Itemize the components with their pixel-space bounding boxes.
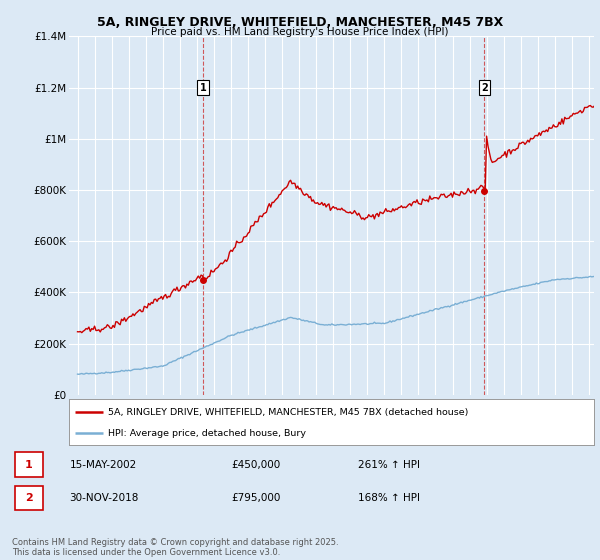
Text: £795,000: £795,000 xyxy=(231,493,280,503)
Text: 2: 2 xyxy=(25,493,32,503)
Text: 261% ↑ HPI: 261% ↑ HPI xyxy=(358,460,419,469)
Text: Price paid vs. HM Land Registry's House Price Index (HPI): Price paid vs. HM Land Registry's House … xyxy=(151,27,449,37)
Text: 2: 2 xyxy=(481,82,488,92)
Text: 168% ↑ HPI: 168% ↑ HPI xyxy=(358,493,419,503)
Text: 5A, RINGLEY DRIVE, WHITEFIELD, MANCHESTER, M45 7BX (detached house): 5A, RINGLEY DRIVE, WHITEFIELD, MANCHESTE… xyxy=(109,408,469,417)
FancyBboxPatch shape xyxy=(15,452,43,477)
Text: Contains HM Land Registry data © Crown copyright and database right 2025.
This d: Contains HM Land Registry data © Crown c… xyxy=(12,538,338,557)
Text: 15-MAY-2002: 15-MAY-2002 xyxy=(70,460,137,469)
Text: 30-NOV-2018: 30-NOV-2018 xyxy=(70,493,139,503)
FancyBboxPatch shape xyxy=(15,486,43,511)
Text: 5A, RINGLEY DRIVE, WHITEFIELD, MANCHESTER, M45 7BX: 5A, RINGLEY DRIVE, WHITEFIELD, MANCHESTE… xyxy=(97,16,503,29)
Text: 1: 1 xyxy=(200,82,206,92)
Text: £450,000: £450,000 xyxy=(231,460,280,469)
Text: 1: 1 xyxy=(25,460,32,469)
Text: HPI: Average price, detached house, Bury: HPI: Average price, detached house, Bury xyxy=(109,429,307,438)
